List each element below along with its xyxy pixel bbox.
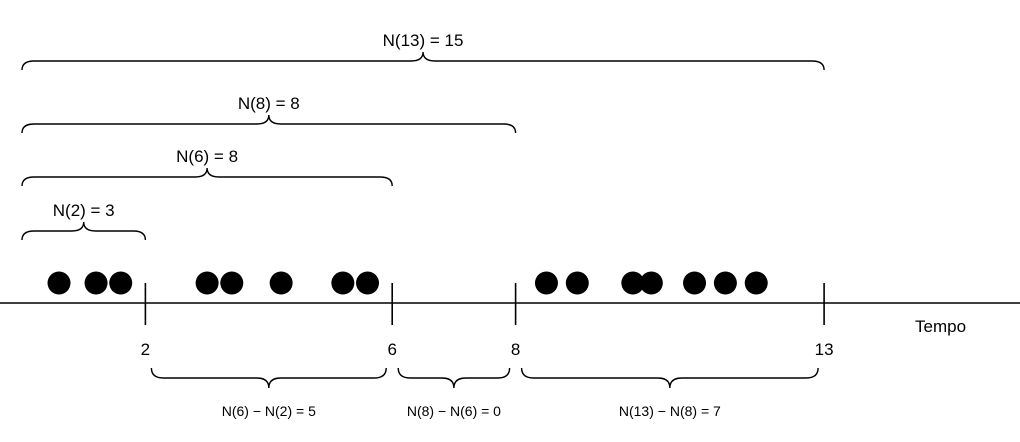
- top-brace-label: N(2) = 3: [53, 201, 115, 220]
- event-point: [713, 271, 737, 295]
- bottom-brace: [397, 367, 511, 389]
- bottom-brace-label: N(8) − N(6) = 0: [407, 403, 501, 419]
- events-group: [47, 271, 768, 295]
- bottom-brace-label: N(13) − N(8) = 7: [619, 403, 721, 419]
- top-brace-label: N(8) = 8: [238, 94, 300, 113]
- tick-label-6: 6: [387, 340, 396, 359]
- top-brace: [21, 51, 825, 71]
- event-point: [47, 271, 71, 295]
- tick-label-13: 13: [815, 340, 834, 359]
- bottom-brace: [520, 367, 819, 389]
- event-point: [84, 271, 108, 295]
- event-point: [331, 271, 355, 295]
- tick-label-2: 2: [141, 340, 150, 359]
- top-brace: [21, 221, 147, 241]
- axis-label: Tempo: [915, 317, 966, 336]
- event-point: [683, 271, 707, 295]
- event-point: [639, 271, 663, 295]
- event-point: [356, 271, 380, 295]
- bottom-brace: [150, 367, 387, 389]
- top-brace-label: N(13) = 15: [383, 31, 464, 50]
- ticks-group: 2 6 8 13: [141, 283, 834, 359]
- event-point: [220, 271, 244, 295]
- event-point: [565, 271, 589, 295]
- event-point: [195, 271, 219, 295]
- event-point: [621, 271, 645, 295]
- top-brace-label: N(6) = 8: [176, 147, 238, 166]
- bottom-brace-label: N(6) − N(2) = 5: [222, 403, 316, 419]
- event-point: [534, 271, 558, 295]
- event-point: [109, 271, 133, 295]
- bottom-braces-group: N(6) − N(2) = 5 N(8) − N(6) = 0 N(13) − N(…: [150, 367, 819, 419]
- tick-label-8: 8: [511, 340, 520, 359]
- event-point: [744, 271, 768, 295]
- top-braces-group: N(13) = 15 N(8) = 8 N(6) = 8 N(2) = 3: [21, 31, 825, 241]
- top-brace: [21, 114, 517, 134]
- event-point: [269, 271, 293, 295]
- top-brace: [21, 167, 393, 187]
